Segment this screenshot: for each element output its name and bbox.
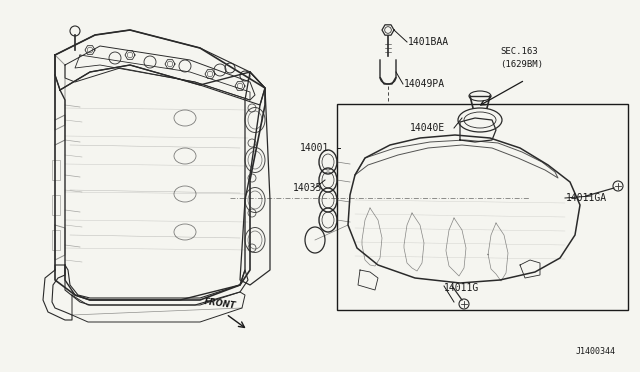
Text: 14011G: 14011G <box>444 283 479 293</box>
Bar <box>52 230 60 250</box>
Text: 1401BAA: 1401BAA <box>408 37 449 47</box>
Bar <box>52 195 60 215</box>
Text: (1629BM): (1629BM) <box>500 60 543 68</box>
Text: 14011GA: 14011GA <box>566 193 607 203</box>
Text: 14001: 14001 <box>300 143 330 153</box>
Text: 14035: 14035 <box>293 183 323 193</box>
Bar <box>52 160 60 180</box>
Text: 14040E: 14040E <box>410 123 445 133</box>
Text: SEC.163: SEC.163 <box>500 48 538 57</box>
Bar <box>337 104 628 310</box>
Text: J1400344: J1400344 <box>576 347 616 356</box>
Text: 14049PA: 14049PA <box>404 79 445 89</box>
Text: FRONT: FRONT <box>204 296 237 310</box>
